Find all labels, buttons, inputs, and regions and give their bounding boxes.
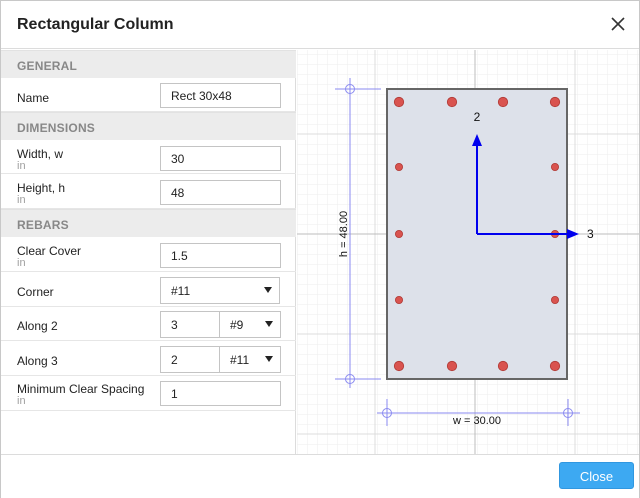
rebar-corner <box>393 360 405 372</box>
rebar-top <box>497 96 509 108</box>
section-general: GENERAL <box>1 50 296 78</box>
dialog-title: Rectangular Column <box>17 16 174 33</box>
along2-size-select[interactable]: #9 <box>219 311 281 338</box>
axis-3-arrow-icon <box>567 229 579 239</box>
section-general-label: GENERAL <box>17 59 78 73</box>
height-row: Height, h in 48 <box>1 174 296 209</box>
height-input[interactable]: 48 <box>160 180 281 205</box>
along2-label: Along 2 <box>17 319 58 333</box>
close-icon[interactable] <box>607 13 629 35</box>
rebar-group <box>393 96 561 372</box>
rebar-bottom <box>446 360 458 372</box>
rebar-side <box>395 229 404 238</box>
height-label: Height, h <box>17 181 66 195</box>
height-dimension-label: h = 48.00 <box>338 211 350 257</box>
width-dimension-label: w = 30.00 <box>452 415 501 427</box>
min-clear-spacing-label: Minimum Clear Spacing <box>17 382 145 396</box>
axis-2-arrow-icon <box>472 134 482 146</box>
width-unit: in <box>17 160 26 172</box>
local-axes <box>472 134 579 239</box>
height-dimension <box>335 78 381 388</box>
dialog-titlebar: Rectangular Column <box>1 1 639 49</box>
rebar-corner <box>549 96 561 108</box>
clear-cover-input[interactable]: 1.5 <box>160 243 281 268</box>
clear-cover-unit: in <box>17 257 26 269</box>
along3-label: Along 3 <box>17 354 58 368</box>
min-clear-spacing-row: Minimum Clear Spacing in 1 <box>1 376 296 411</box>
along3-size-value: #11 <box>230 353 250 367</box>
section-rebars-label: REBARS <box>17 218 69 232</box>
chevron-down-icon <box>265 321 273 327</box>
axis-2-label: 2 <box>474 110 481 124</box>
width-dimension <box>377 399 580 426</box>
along2-count-input[interactable]: 3 <box>160 311 220 338</box>
along2-count-value: 3 <box>171 318 178 332</box>
height-unit: in <box>17 194 26 206</box>
corner-label: Corner <box>17 285 54 299</box>
along3-row: Along 3 2 #11 <box>1 341 296 376</box>
name-label: Name <box>17 91 50 105</box>
rebar-side <box>550 163 559 172</box>
rebar-side <box>395 163 404 172</box>
corner-select-value: #11 <box>171 284 191 298</box>
clear-cover-row: Clear Cover in 1.5 <box>1 237 296 272</box>
min-clear-spacing-input[interactable]: 1 <box>160 381 281 406</box>
chevron-down-icon <box>264 287 272 293</box>
chevron-down-icon <box>265 356 273 362</box>
along3-count-value: 2 <box>171 353 178 367</box>
rebar-corner <box>393 96 405 108</box>
section-rebars: REBARS <box>1 209 296 237</box>
name-row: Name Rect 30x48 <box>1 78 296 112</box>
rebar-side <box>395 295 404 304</box>
rebar-side <box>550 295 559 304</box>
along2-row: Along 2 3 #9 <box>1 307 296 341</box>
section-dimensions-label: DIMENSIONS <box>17 121 96 135</box>
rebar-top <box>446 96 458 108</box>
width-label: Width, w <box>17 147 64 161</box>
clear-cover-label: Clear Cover <box>17 244 82 258</box>
section-dimensions: DIMENSIONS <box>1 112 296 140</box>
rebar-corner <box>549 360 561 372</box>
properties-panel: GENERAL Name Rect 30x48 DIMENSIONS Width… <box>1 50 296 454</box>
along3-size-select[interactable]: #11 <box>219 346 281 373</box>
corner-row: Corner #11 <box>1 272 296 307</box>
width-row: Width, w in 30 <box>1 140 296 174</box>
width-input[interactable]: 30 <box>160 146 281 171</box>
section-drawing: 2 3 h = 48.00 w = 30.00 <box>297 50 639 454</box>
rebar-bottom <box>497 360 509 372</box>
along3-count-input[interactable]: 2 <box>160 346 220 373</box>
along2-size-value: #9 <box>230 318 244 332</box>
section-preview-canvas: 2 3 h = 48.00 w = 30.00 <box>297 50 639 454</box>
min-clear-spacing-unit: in <box>17 395 26 407</box>
axis-3-label: 3 <box>587 227 594 241</box>
name-input[interactable]: Rect 30x48 <box>160 83 281 108</box>
dialog-footer <box>1 454 639 498</box>
corner-select[interactable]: #11 <box>160 277 280 304</box>
close-button[interactable]: Close <box>559 462 634 489</box>
